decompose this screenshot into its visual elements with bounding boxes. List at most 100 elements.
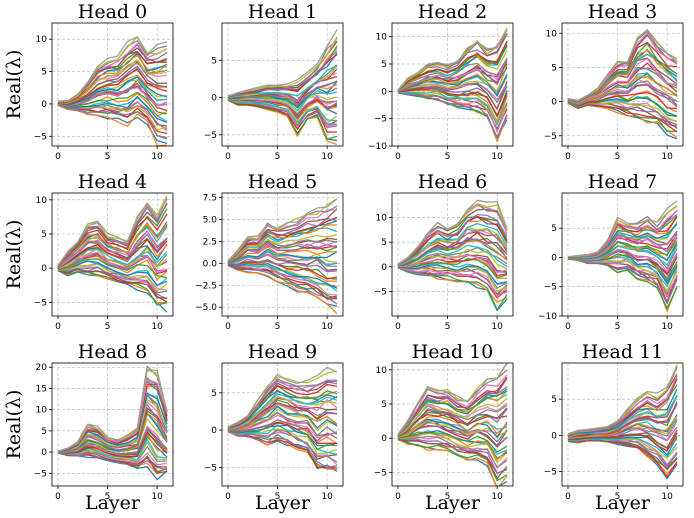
y-tick-label: 0 bbox=[41, 448, 47, 458]
subplot-5: 0 5 10 −5.0 −2.5 0.0 2.5 5.0 7.5 Head 5 bbox=[195, 171, 344, 332]
series-line bbox=[227, 430, 338, 469]
x-tick-label: 0 bbox=[395, 152, 401, 162]
y-tick-label: −10 bbox=[368, 142, 387, 152]
series-line bbox=[57, 230, 168, 269]
x-tick-label: 5 bbox=[445, 322, 451, 332]
subplot-title: Head 6 bbox=[418, 171, 487, 193]
series-line bbox=[397, 222, 508, 266]
y-tick-label: −2.5 bbox=[195, 281, 217, 291]
x-axis-label: Layer bbox=[85, 492, 141, 514]
x-tick-label: 0 bbox=[225, 492, 231, 502]
y-tick-label: 0 bbox=[41, 100, 47, 110]
series-line bbox=[57, 270, 168, 306]
series-line bbox=[397, 30, 508, 91]
y-tick-label: −5 bbox=[544, 283, 557, 293]
series-line bbox=[397, 435, 508, 469]
series-line bbox=[227, 262, 338, 289]
y-tick-label: −5 bbox=[374, 287, 387, 297]
x-tick-label: 5 bbox=[105, 492, 111, 502]
series-line bbox=[57, 269, 168, 299]
y-tick-label: −5 bbox=[34, 469, 47, 479]
subplot-9: 0 5 10 −5 0 5 Head 9 Layer bbox=[204, 341, 344, 514]
y-tick-label: 10 bbox=[376, 214, 388, 224]
subplot-title: Head 1 bbox=[248, 1, 317, 23]
y-tick-label: −5 bbox=[204, 131, 217, 141]
y-tick-label: 0.0 bbox=[203, 259, 218, 269]
series-line bbox=[397, 421, 508, 443]
y-tick-label: −5 bbox=[374, 115, 387, 125]
series-line bbox=[57, 239, 168, 269]
series-line bbox=[397, 199, 508, 265]
series-line bbox=[567, 58, 678, 104]
subplot-0: 0 5 10 −5 0 5 10 Head 0 Real(λ) bbox=[3, 1, 174, 162]
axes-frame bbox=[221, 192, 344, 317]
y-tick-label: 0 bbox=[551, 98, 557, 108]
series-line bbox=[57, 104, 168, 139]
y-tick-label: −5 bbox=[544, 468, 557, 478]
series-line bbox=[397, 237, 508, 267]
series-group bbox=[397, 199, 508, 312]
series-line bbox=[57, 54, 168, 104]
series-line bbox=[227, 419, 338, 442]
x-tick-label: 10 bbox=[151, 492, 163, 502]
x-tick-label: 0 bbox=[55, 152, 61, 162]
axes-frame bbox=[561, 362, 684, 487]
series-line bbox=[57, 223, 168, 268]
subplot-2: 0 5 10 −10 −5 0 5 10 Head 2 bbox=[368, 1, 514, 162]
series-line bbox=[227, 208, 338, 263]
axes-frame bbox=[561, 22, 684, 147]
series-line bbox=[567, 210, 678, 258]
series-group bbox=[567, 28, 678, 140]
y-tick-label: 5 bbox=[551, 63, 557, 73]
subplot-title: Head 4 bbox=[78, 171, 147, 193]
series-group bbox=[57, 195, 168, 313]
y-tick-label: 5 bbox=[381, 400, 387, 410]
y-tick-label: 0 bbox=[381, 87, 387, 97]
x-tick-label: 0 bbox=[225, 152, 231, 162]
subplot-10: 0 5 10 −5 0 5 10 Head 10 Layer bbox=[374, 341, 514, 514]
y-tick-label: 0 bbox=[551, 431, 557, 441]
x-tick-label: 5 bbox=[275, 152, 281, 162]
series-line bbox=[397, 264, 508, 285]
x-tick-label: 5 bbox=[445, 152, 451, 162]
series-line bbox=[227, 408, 338, 432]
y-tick-label: −5 bbox=[34, 298, 47, 308]
series-line bbox=[227, 239, 338, 264]
y-tick-label: 5 bbox=[211, 56, 217, 66]
series-line bbox=[57, 369, 168, 452]
series-line bbox=[567, 200, 678, 258]
series-line bbox=[397, 407, 508, 437]
series-line bbox=[397, 421, 508, 447]
x-tick-label: 5 bbox=[105, 322, 111, 332]
series-line bbox=[227, 402, 338, 430]
series-line bbox=[57, 197, 168, 266]
y-tick-label: 5 bbox=[41, 68, 47, 78]
x-tick-label: 5 bbox=[275, 322, 281, 332]
series-line bbox=[397, 244, 508, 267]
x-tick-label: 10 bbox=[661, 322, 673, 332]
x-tick-label: 0 bbox=[565, 152, 571, 162]
series-line bbox=[567, 75, 678, 105]
subplot-title: Head 3 bbox=[588, 1, 657, 23]
series-line bbox=[57, 61, 168, 105]
series-line bbox=[397, 415, 508, 438]
y-tick-label: 0 bbox=[551, 253, 557, 263]
series-line bbox=[57, 262, 168, 292]
y-tick-label: −5 bbox=[374, 468, 387, 478]
series-line bbox=[57, 392, 168, 453]
series-line bbox=[57, 95, 168, 124]
series-line bbox=[397, 266, 508, 298]
y-axis-label: Real(λ) bbox=[3, 50, 25, 120]
x-tick-label: 10 bbox=[151, 322, 163, 332]
series-line bbox=[397, 419, 508, 439]
series-line bbox=[397, 87, 508, 116]
y-tick-label: 5 bbox=[211, 389, 217, 399]
x-tick-label: 10 bbox=[491, 492, 503, 502]
series-line bbox=[227, 424, 338, 455]
series-line bbox=[227, 429, 338, 463]
x-tick-label: 10 bbox=[321, 152, 333, 162]
x-tick-label: 5 bbox=[105, 152, 111, 162]
y-tick-label: 5 bbox=[41, 230, 47, 240]
x-tick-label: 0 bbox=[395, 492, 401, 502]
axes-frame bbox=[391, 362, 514, 487]
